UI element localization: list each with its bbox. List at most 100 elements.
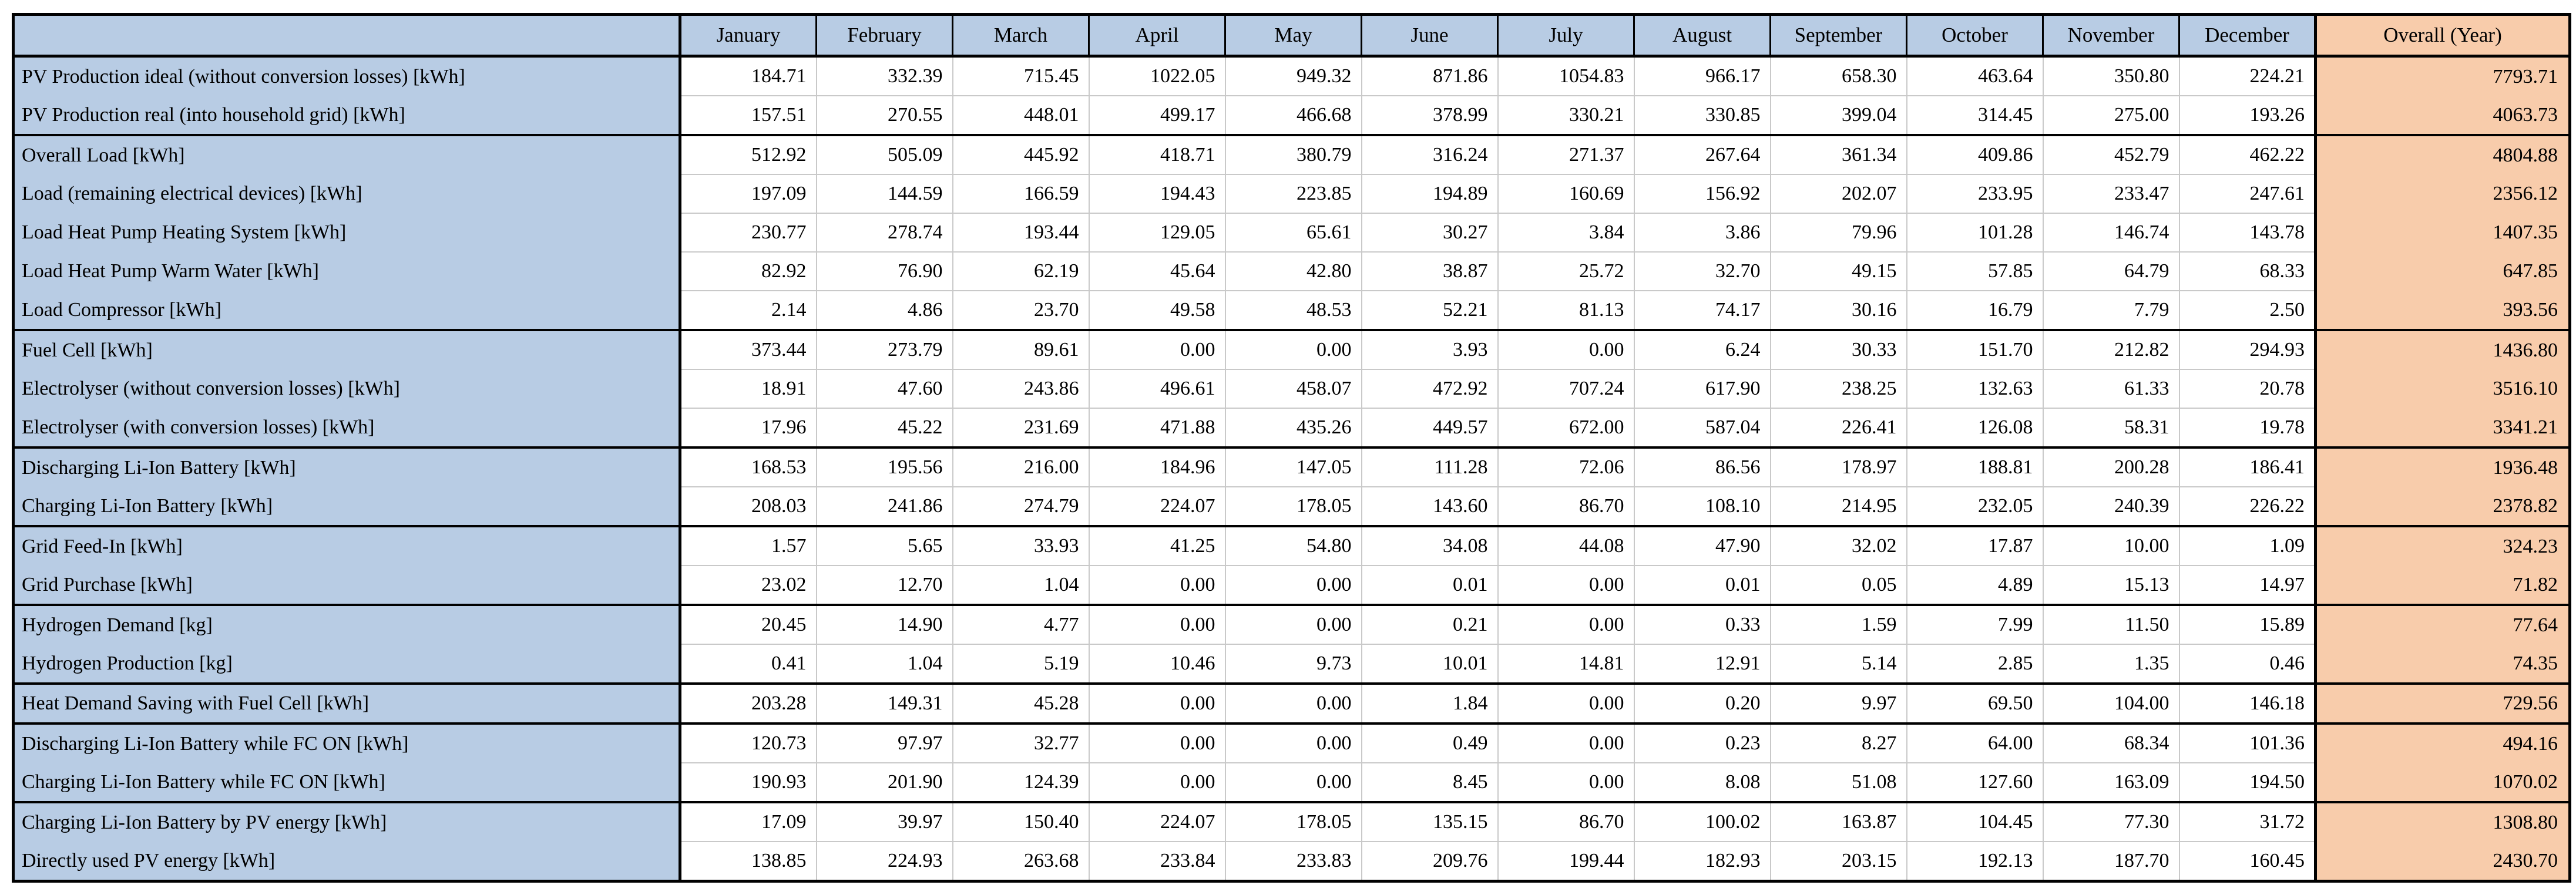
row-label: Load (remaining electrical devices) [kWh… [13, 174, 681, 213]
value-cell: 232.05 [1906, 486, 2043, 526]
value-cell: 30.27 [1361, 213, 1498, 252]
overall-year-cell: 2430.70 [2314, 842, 2570, 881]
row-label: PV Production real (into household grid)… [13, 96, 681, 135]
value-cell: 82.92 [679, 251, 817, 291]
table-row: Charging Li-Ion Battery [kWh] 208.03 241.8… [13, 486, 2570, 526]
row-label: Load Compressor [kWh] [13, 291, 681, 330]
value-cell: 10.00 [2042, 525, 2179, 566]
table-row: Fuel Cell [kWh] 373.44 273.79 89.61 0.00 0.00… [13, 329, 2570, 369]
overall-year-cell: 71.82 [2314, 566, 2570, 605]
value-cell: 2.85 [1906, 644, 2043, 684]
table-row: Charging Li-Ion Battery by PV energy [kW… [13, 801, 2570, 842]
value-cell: 466.68 [1224, 95, 1362, 135]
value-cell: 11.50 [2042, 604, 2179, 644]
value-cell: 194.89 [1361, 174, 1498, 213]
value-cell: 241.86 [815, 486, 953, 526]
value-cell: 10.46 [1088, 644, 1225, 684]
value-cell: 47.60 [815, 369, 953, 408]
value-cell: 15.89 [2178, 604, 2316, 644]
value-cell: 1.57 [679, 525, 817, 566]
value-cell: 449.57 [1361, 408, 1498, 447]
column-header-june: June [1361, 14, 1498, 58]
value-cell: 129.05 [1088, 213, 1225, 252]
value-cell: 203.28 [679, 682, 817, 724]
column-header-october: October [1906, 14, 2043, 58]
value-cell: 12.70 [815, 565, 953, 605]
column-header-overall-year: Overall (Year) [2314, 14, 2570, 58]
value-cell: 45.22 [815, 408, 953, 447]
value-cell: 186.41 [2178, 446, 2316, 487]
value-cell: 2.50 [2178, 290, 2316, 330]
value-cell: 23.02 [679, 565, 817, 605]
column-header-may: May [1224, 14, 1362, 58]
value-cell: 462.22 [2178, 134, 2316, 174]
value-cell: 51.08 [1769, 762, 1907, 802]
value-cell: 48.53 [1224, 290, 1362, 330]
value-cell: 3.86 [1633, 213, 1771, 252]
value-cell: 72.06 [1497, 446, 1634, 487]
value-cell: 182.93 [1633, 841, 1771, 881]
value-cell: 65.61 [1224, 213, 1362, 252]
row-label: Hydrogen Production [kg] [13, 644, 681, 684]
column-header-september: September [1769, 14, 1907, 58]
value-cell: 184.71 [679, 55, 817, 96]
value-cell: 178.05 [1224, 801, 1362, 842]
table-row: Overall Load [kWh] 512.92 505.09 445.92 418.… [13, 134, 2570, 174]
value-cell: 146.74 [2042, 213, 2179, 252]
overall-year-cell: 2356.12 [2314, 174, 2570, 213]
value-cell: 330.21 [1497, 95, 1634, 135]
value-cell: 160.45 [2178, 841, 2316, 881]
value-cell: 52.21 [1361, 290, 1498, 330]
value-cell: 316.24 [1361, 134, 1498, 174]
value-cell: 512.92 [679, 134, 817, 174]
value-cell: 100.02 [1633, 801, 1771, 842]
overall-year-cell: 74.35 [2314, 644, 2570, 684]
value-cell: 0.00 [1224, 722, 1362, 763]
overall-year-cell: 77.64 [2314, 604, 2570, 644]
value-cell: 0.00 [1497, 565, 1634, 605]
value-cell: 271.37 [1497, 134, 1634, 174]
value-cell: 184.96 [1088, 446, 1225, 487]
row-label: Load Heat Pump Heating System [kWh] [13, 213, 681, 252]
table-row: Load Heat Pump Warm Water [kWh] 82.92 76.9… [13, 251, 2570, 291]
table-row: Load Compressor [kWh] 2.14 4.86 23.70 49.58 4… [13, 290, 2570, 330]
value-cell: 101.28 [1906, 213, 2043, 252]
value-cell: 200.28 [2042, 446, 2179, 487]
value-cell: 472.92 [1361, 369, 1498, 408]
row-label: Grid Feed-In [kWh] [13, 525, 681, 566]
table-row: Directly used PV energy [kWh] 138.85 224.9… [13, 841, 2570, 881]
value-cell: 452.79 [2042, 134, 2179, 174]
monthly-energy-balance-table: January February March April May June Ju… [12, 13, 2571, 883]
value-cell: 68.33 [2178, 251, 2316, 291]
value-cell: 76.90 [815, 251, 953, 291]
value-cell: 0.20 [1633, 682, 1771, 724]
value-cell: 32.70 [1633, 251, 1771, 291]
value-cell: 496.61 [1088, 369, 1225, 408]
value-cell: 418.71 [1088, 134, 1225, 174]
overall-year-cell: 393.56 [2314, 291, 2570, 330]
value-cell: 226.22 [2178, 486, 2316, 526]
overall-year-cell: 1436.80 [2314, 329, 2570, 369]
value-cell: 208.03 [679, 486, 817, 526]
row-label: Discharging Li-Ion Battery while FC ON [… [13, 722, 681, 763]
overall-year-cell: 324.23 [2314, 525, 2570, 566]
value-cell: 233.84 [1088, 841, 1225, 881]
value-cell: 263.68 [952, 841, 1089, 881]
table-row: Hydrogen Production [kg] 0.41 1.04 5.19 10.4… [13, 644, 2570, 684]
value-cell: 178.05 [1224, 486, 1362, 526]
value-cell: 77.30 [2042, 801, 2179, 842]
value-cell: 0.00 [1088, 682, 1225, 724]
value-cell: 32.77 [952, 722, 1089, 763]
value-cell: 81.13 [1497, 290, 1634, 330]
value-cell: 156.92 [1633, 174, 1771, 213]
value-cell: 658.30 [1769, 55, 1907, 96]
value-cell: 0.00 [1088, 329, 1225, 369]
value-cell: 203.15 [1769, 841, 1907, 881]
overall-year-cell: 1936.48 [2314, 446, 2570, 487]
value-cell: 30.33 [1769, 329, 1907, 369]
value-cell: 966.17 [1633, 55, 1771, 96]
overall-year-cell: 4063.73 [2314, 96, 2570, 135]
overall-year-cell: 729.56 [2314, 682, 2570, 724]
value-cell: 7.79 [2042, 290, 2179, 330]
value-cell: 126.08 [1906, 408, 2043, 447]
